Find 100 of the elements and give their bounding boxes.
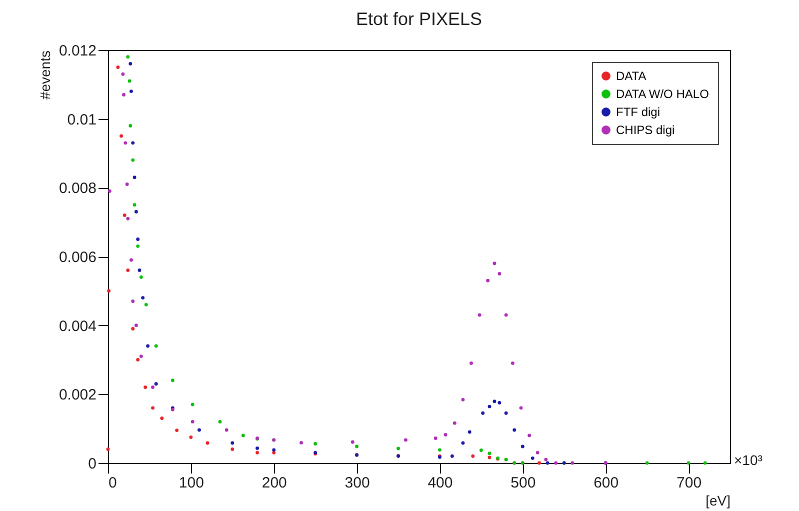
point <box>154 382 158 386</box>
point <box>129 258 133 262</box>
point <box>170 378 174 382</box>
point <box>151 386 155 390</box>
point <box>450 454 454 458</box>
point <box>544 458 548 462</box>
point <box>492 262 496 266</box>
point <box>546 461 550 465</box>
point <box>146 344 150 348</box>
point <box>144 302 148 306</box>
point <box>230 441 234 445</box>
chart-title: Etot for PIXELS <box>356 9 482 29</box>
point <box>197 428 201 432</box>
point <box>272 450 276 454</box>
point <box>139 354 143 358</box>
point <box>160 416 164 420</box>
point <box>528 434 532 438</box>
y-tick-label: 0.012 <box>58 42 96 60</box>
point <box>126 216 130 220</box>
point <box>132 176 136 180</box>
x-tick-label: 700 <box>676 474 702 492</box>
point <box>504 411 508 415</box>
point <box>350 440 354 444</box>
point <box>218 420 222 424</box>
point <box>314 442 318 446</box>
point <box>125 182 129 186</box>
point <box>686 461 690 465</box>
point <box>128 79 132 83</box>
point <box>241 434 245 438</box>
point <box>492 400 496 404</box>
point <box>224 428 228 432</box>
point <box>136 358 140 362</box>
point <box>132 203 136 207</box>
x-tick-label: 100 <box>178 474 204 492</box>
point <box>396 446 400 450</box>
y-tick-label: 0.002 <box>58 386 96 404</box>
point <box>471 454 475 458</box>
point <box>478 313 482 317</box>
point <box>486 278 490 282</box>
point <box>141 296 145 300</box>
x-tick-label: 300 <box>344 474 370 492</box>
point <box>138 268 142 272</box>
point <box>434 436 438 440</box>
point <box>355 444 359 448</box>
point <box>703 461 707 465</box>
y-tick-label: 0.008 <box>58 180 96 198</box>
point <box>538 461 541 465</box>
x-tick-label: 0 <box>108 474 117 492</box>
point <box>498 401 502 404</box>
legend-label: FTF digi <box>616 105 660 119</box>
point <box>444 433 448 437</box>
point <box>272 448 276 452</box>
point <box>126 268 130 272</box>
point <box>461 398 465 402</box>
point <box>536 450 540 454</box>
point <box>131 327 135 331</box>
point <box>151 406 155 410</box>
point <box>126 55 130 59</box>
point <box>108 189 112 193</box>
point <box>144 386 148 390</box>
y-tick-label: 0.004 <box>58 318 96 335</box>
point <box>530 456 534 460</box>
point <box>128 62 132 66</box>
point <box>488 456 492 460</box>
point <box>131 300 135 303</box>
point <box>190 402 194 406</box>
point <box>404 438 408 442</box>
point <box>554 461 558 465</box>
point <box>128 124 132 128</box>
point <box>124 141 128 145</box>
point <box>206 441 210 445</box>
x-tick-label: 200 <box>262 474 287 492</box>
point <box>488 452 492 456</box>
x-tick-label: 600 <box>594 474 619 492</box>
point <box>510 361 514 365</box>
point <box>256 450 260 454</box>
point <box>498 272 502 276</box>
point <box>122 93 126 96</box>
y-axis-title: #events <box>36 50 53 100</box>
point <box>121 72 125 76</box>
point <box>189 435 193 439</box>
point <box>134 324 138 328</box>
legend-label: DATA W/O HALO <box>616 87 709 101</box>
point <box>136 238 140 242</box>
point <box>479 448 483 452</box>
x-tick-label: 400 <box>428 474 453 492</box>
point <box>116 65 120 69</box>
legend-label: CHIPS digi <box>616 123 675 137</box>
point <box>512 428 516 432</box>
point <box>230 448 234 451</box>
y-tick-label: 0.01 <box>67 111 96 128</box>
point <box>645 461 649 465</box>
text: ×10³ <box>734 452 763 468</box>
point <box>154 344 158 348</box>
point <box>106 448 110 451</box>
point <box>190 420 194 424</box>
point <box>481 411 485 415</box>
point <box>468 430 472 434</box>
point <box>570 461 574 465</box>
point <box>461 441 465 445</box>
